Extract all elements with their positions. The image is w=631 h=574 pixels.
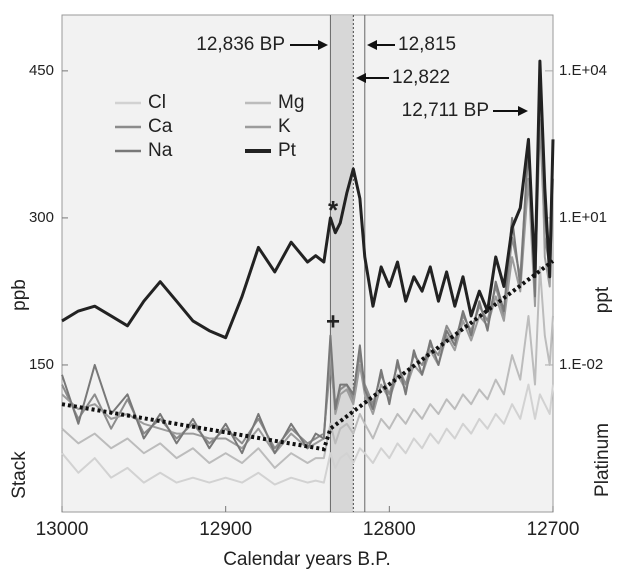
annotation: 12,836 BP — [196, 34, 285, 55]
annotation: + — [326, 308, 340, 335]
y-axis-label: Stack — [9, 451, 30, 499]
y-axis-label: ppb — [9, 279, 30, 311]
x-tick-label: 13000 — [36, 519, 89, 540]
series-line — [61, 265, 554, 469]
y2-tick-label: 1.E-02 — [559, 356, 603, 373]
y2-axis-label: Platinum — [592, 423, 613, 497]
series-line — [61, 383, 554, 486]
series-line — [61, 59, 555, 340]
annotation-arrowhead — [356, 73, 366, 83]
x-tick-label: 12700 — [527, 519, 580, 540]
legend-label: Mg — [278, 92, 304, 113]
trend-line — [61, 259, 555, 452]
legend-label: Na — [148, 140, 173, 161]
series-line — [61, 118, 554, 450]
y-tick-label: 300 — [29, 209, 54, 226]
y-tick-label: 150 — [29, 356, 54, 373]
legend-label: K — [278, 116, 291, 137]
annotation-arrowhead — [518, 106, 528, 116]
y2-tick-label: 1.E+01 — [559, 209, 607, 226]
annotation-arrowhead — [318, 40, 328, 50]
series-line — [61, 60, 554, 455]
legend-label: Ca — [148, 116, 173, 137]
x-tick-label: 12800 — [363, 519, 416, 540]
annotation: 12,711 BP — [402, 100, 489, 121]
annotation: * — [328, 195, 339, 225]
y-tick-label: 450 — [29, 62, 54, 79]
x-axis-label: Calendar years B.P. — [223, 549, 391, 570]
x-tick-label: 12900 — [199, 519, 252, 540]
y2-tick-label: 1.E+04 — [559, 62, 607, 79]
annotation: 12,822 — [392, 67, 450, 88]
annotation: 12,815 — [398, 34, 456, 55]
legend-label: Pt — [278, 140, 297, 161]
legend-label: Cl — [148, 92, 166, 113]
y2-axis-label: ppt — [592, 286, 613, 313]
annotation-arrowhead — [367, 40, 377, 50]
series-line — [61, 69, 554, 455]
